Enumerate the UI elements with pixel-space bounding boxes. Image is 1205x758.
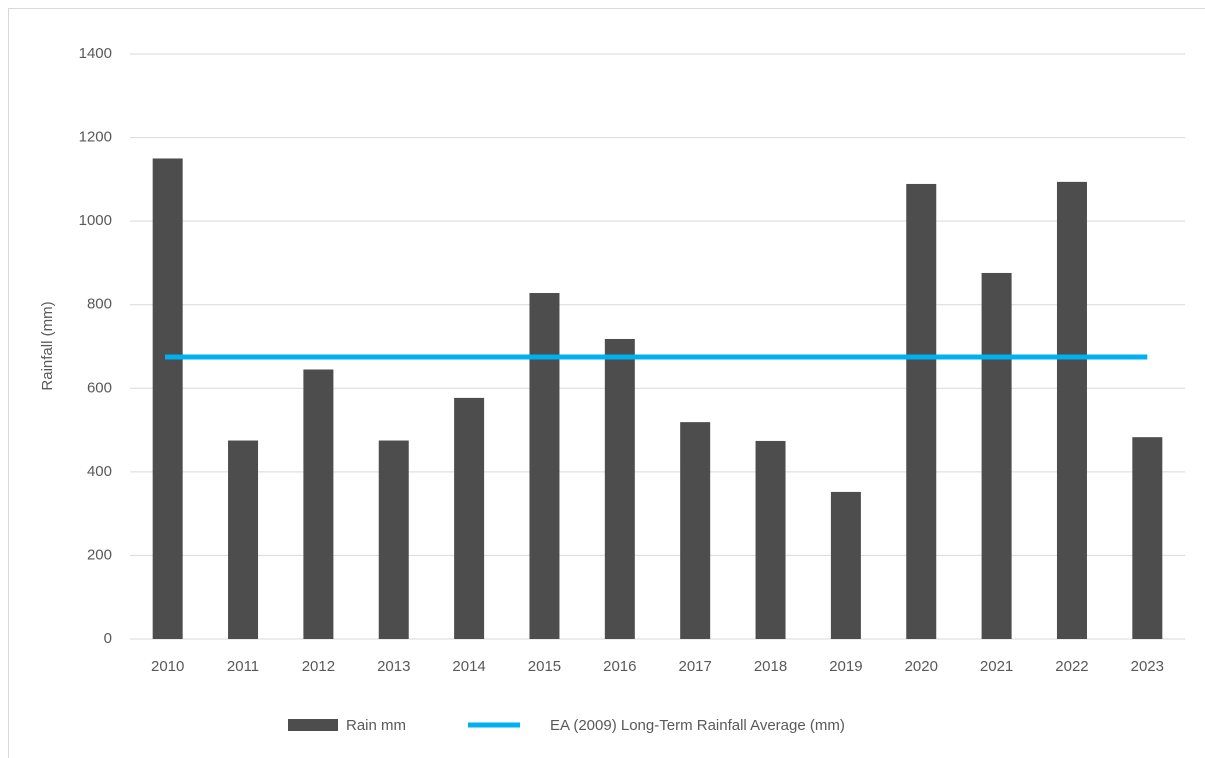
x-tick-label: 2010 <box>151 658 184 675</box>
chart-border <box>8 8 1205 758</box>
y-tick-label: 0 <box>104 630 112 647</box>
y-tick-label: 1000 <box>79 212 112 229</box>
legend-label: Rain mm <box>346 717 406 734</box>
y-tick-label: 600 <box>87 379 112 396</box>
y-tick-label: 400 <box>87 463 112 480</box>
y-axis-title: Rainfall (mm) <box>39 301 56 390</box>
x-tick-label: 2020 <box>905 658 938 675</box>
y-tick-label: 1400 <box>79 45 112 62</box>
bar <box>906 183 937 640</box>
bar <box>529 293 560 639</box>
x-tick-label: 2014 <box>452 658 485 675</box>
bar <box>830 491 861 639</box>
y-tick-label: 800 <box>87 296 112 313</box>
x-tick-label: 2013 <box>377 658 410 675</box>
x-tick-label: 2016 <box>603 658 636 675</box>
bar <box>981 272 1012 639</box>
bar <box>1056 181 1087 639</box>
x-tick-label: 2017 <box>678 658 711 675</box>
bar <box>454 397 485 639</box>
bar <box>1132 437 1163 639</box>
bar <box>303 369 334 639</box>
bar <box>152 158 183 639</box>
bar <box>604 338 635 639</box>
x-tick-label: 2012 <box>302 658 335 675</box>
bar <box>378 440 409 639</box>
bar <box>680 422 711 639</box>
x-tick-label: 2011 <box>227 658 259 675</box>
y-tick-label: 200 <box>87 546 112 563</box>
bar <box>228 440 259 639</box>
y-tick-label: 1200 <box>79 129 112 146</box>
x-tick-label: 2015 <box>528 658 561 675</box>
x-tick-label: 2022 <box>1055 658 1088 675</box>
bar <box>755 440 786 639</box>
x-tick-label: 2018 <box>754 658 787 675</box>
x-tick-label: 2021 <box>980 658 1013 675</box>
x-tick-label: 2019 <box>829 658 862 675</box>
legend-label: EA (2009) Long-Term Rainfall Average (mm… <box>550 717 845 734</box>
x-tick-label: 2023 <box>1131 658 1164 675</box>
legend-swatch <box>288 719 338 731</box>
